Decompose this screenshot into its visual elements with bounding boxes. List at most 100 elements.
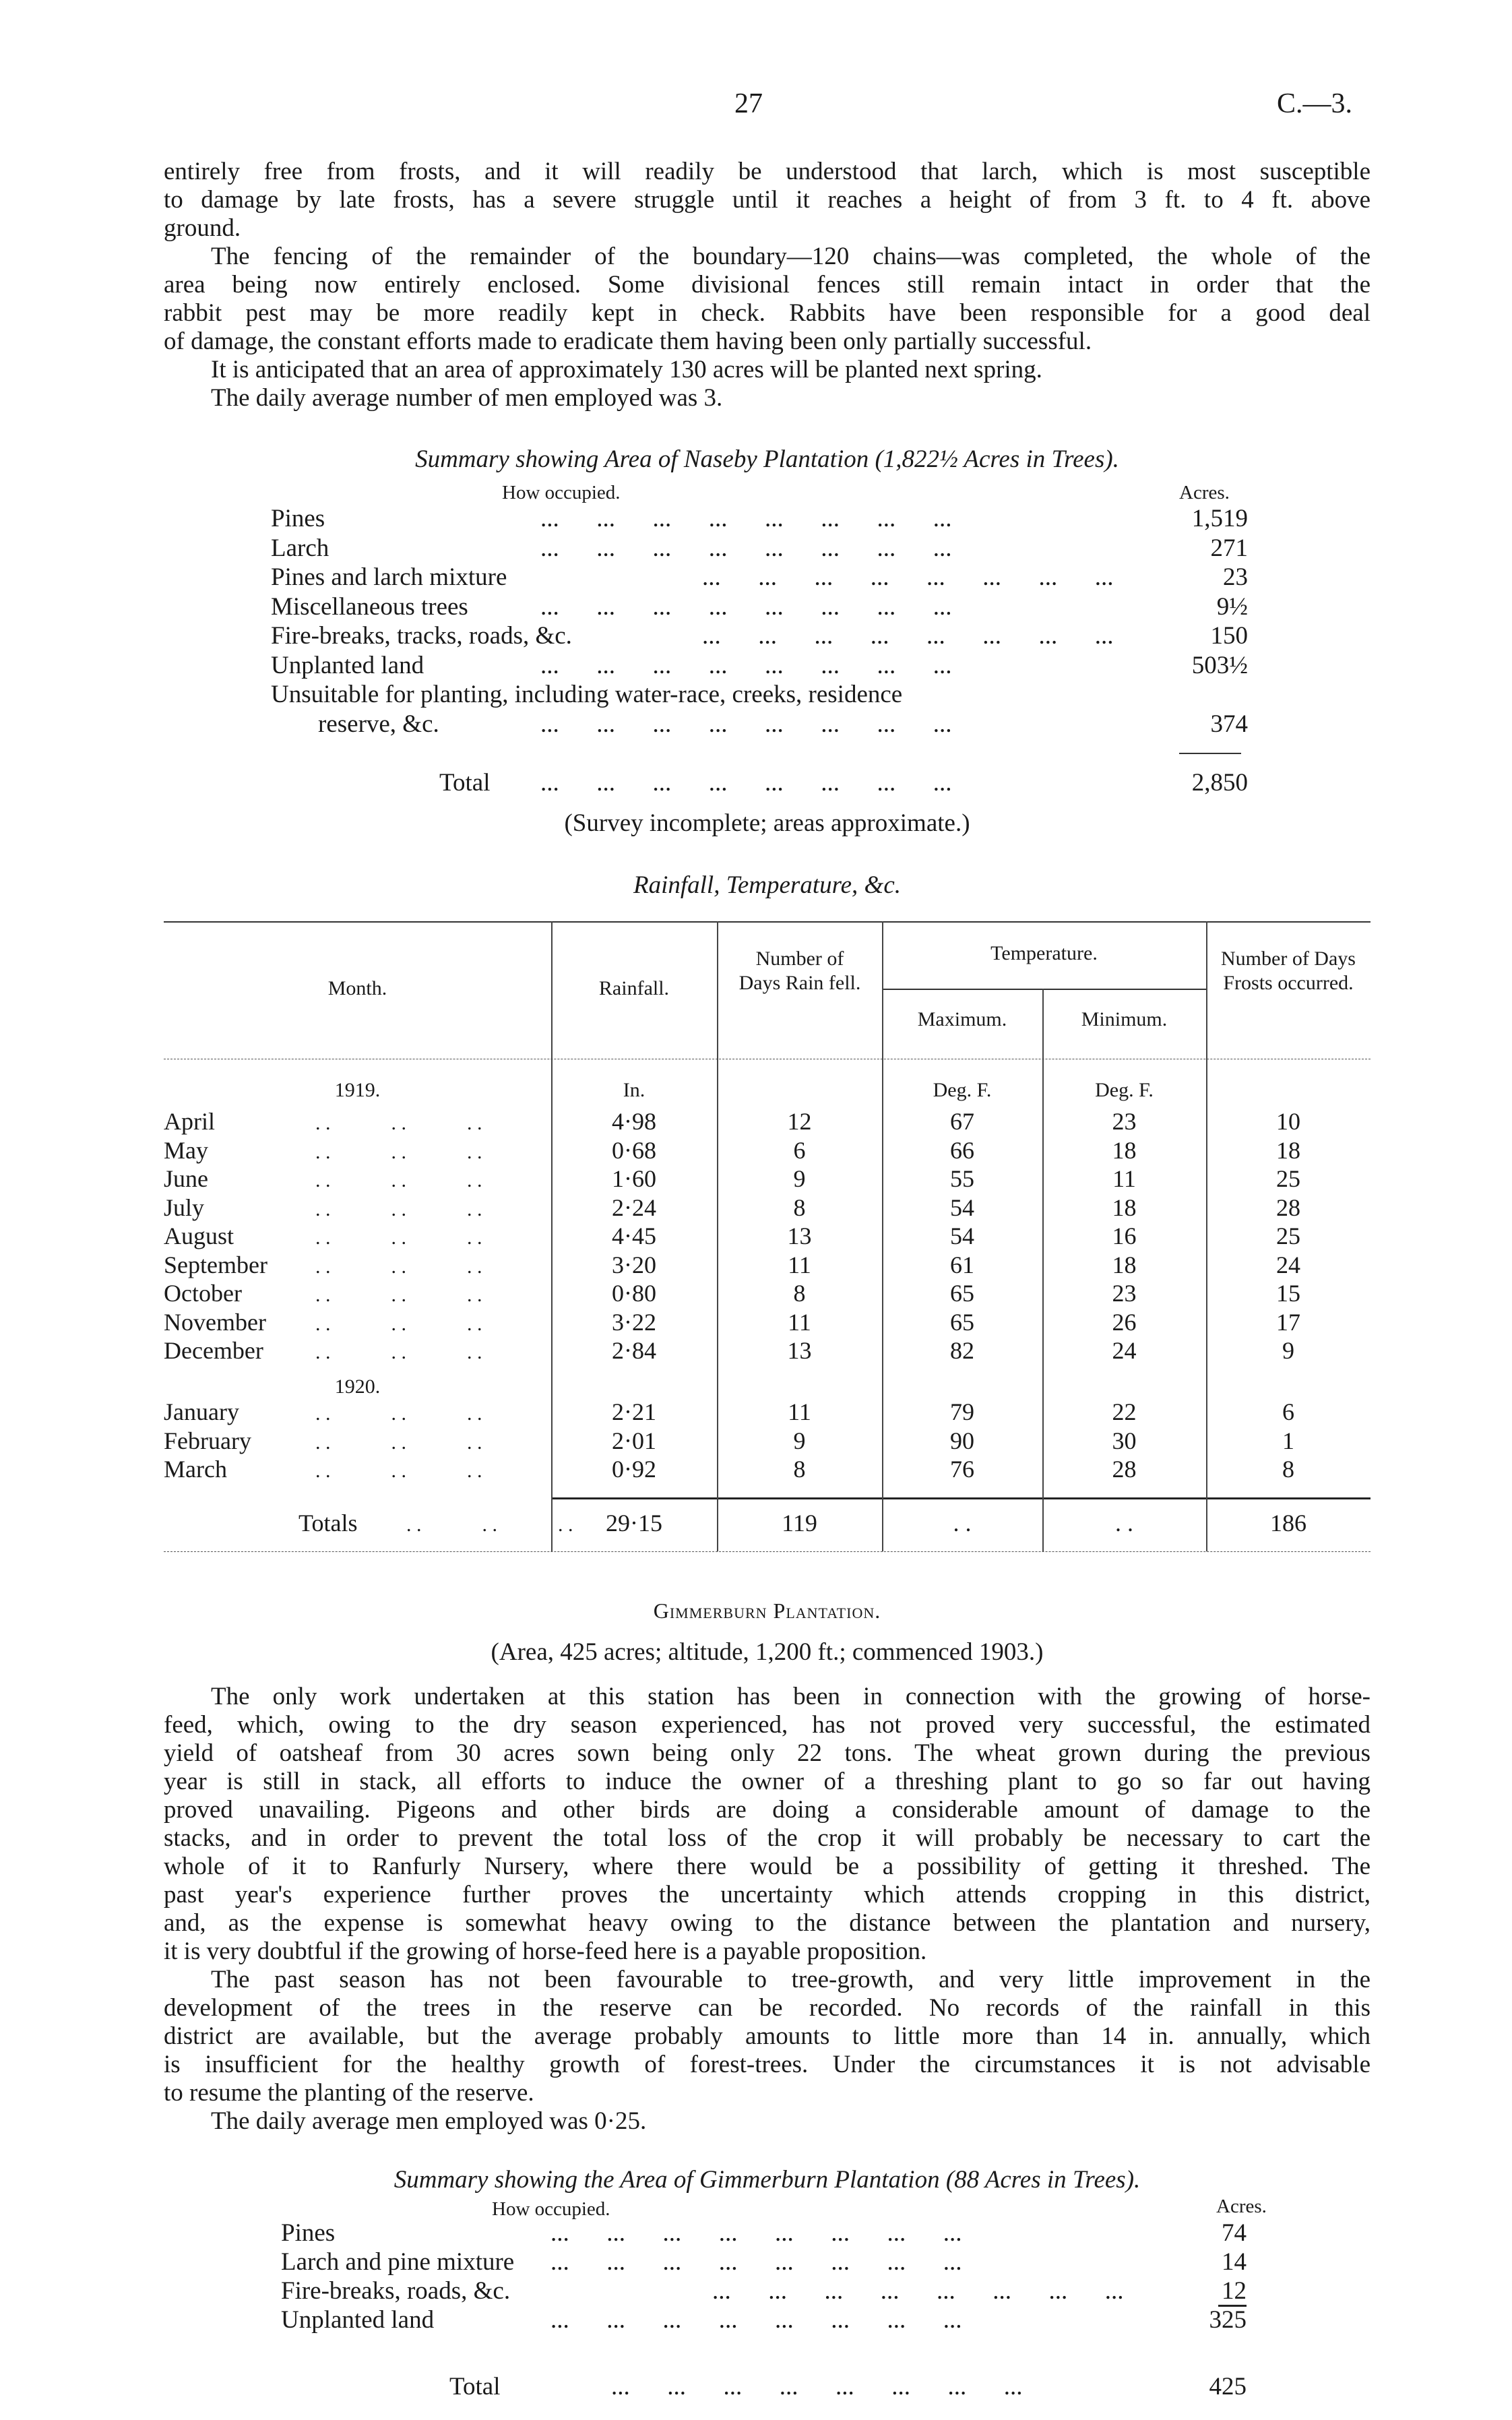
rainfall-table: Month. Rainfall. Number of Days Rain fel… [164,921,1371,1552]
max-cell: 79 [950,1398,974,1425]
summary-row-value: 14 [1222,2248,1247,2276]
summary-row-label: Pines [271,505,325,532]
max-cell: 76 [950,1456,974,1483]
month-cell: April [164,1108,215,1135]
totals-rainfall: 29·15 [606,1510,662,1537]
frost-cell: 8 [1282,1456,1294,1483]
min-cell: 30 [1112,1427,1137,1454]
frost-cell: 9 [1282,1337,1294,1364]
naseby-col-unit: Acres. [1179,482,1230,503]
dot-leader [315,1136,482,1167]
dot-leader [315,1398,482,1428]
total-rule [1179,753,1241,754]
total-label: Total [439,769,491,797]
totals-rule [551,1497,1371,1499]
text-line: The daily average number of men employed… [211,384,723,412]
summary-row: Larch 271 [271,534,1248,563]
dot-leader [315,1279,482,1309]
header-minimum: Minimum. [1081,1008,1168,1030]
summary-row-label: Pines [281,2219,336,2247]
summary-row-label: reserve, &c. [318,710,439,738]
dot-leader [540,592,952,621]
naseby-text: entirely free from frosts, and it will r… [164,158,1371,412]
days-cell: 8 [793,1193,806,1221]
text-line: of damage, the constant efforts made to … [164,328,1092,355]
gimmerburn-text: The only work undertaken at this station… [164,1683,1371,2136]
rainfall-cell: 2·01 [612,1427,656,1454]
unit-rainfall: In. [623,1079,645,1101]
max-cell: 54 [950,1193,974,1221]
days-cell: 13 [787,1222,812,1249]
summary-row-value: 374 [1210,710,1249,738]
max-cell: 54 [950,1222,974,1249]
text-line: district are available, but the average … [164,2022,1371,2050]
month-cell: March [164,1456,227,1483]
summary-row-label: Larch [271,534,329,562]
month-cell: February [164,1427,251,1454]
summary-row-value: 1,519 [1191,505,1248,532]
header-frost-days: Number of Days Frosts occurred. [1221,948,1356,994]
text-line: whole of it to Ranfurly Nursery, where t… [164,1853,1371,1880]
frost-cell: 10 [1276,1108,1300,1135]
naseby-total-row: Total 2,850 [271,768,1248,797]
dot-leader [315,1165,482,1195]
dot-leader [315,1455,482,1485]
days-cell: 11 [788,1398,811,1425]
year-label: 1919. [334,1079,381,1101]
min-cell: 23 [1112,1280,1137,1307]
table-top-rule [164,921,1371,923]
summary-row: Miscellaneous trees 9½ [271,592,1248,621]
table-row: January 2·21 11 79 22 6 [164,1398,1371,1426]
naseby-summary-title: Summary showing Area of Naseby Plantatio… [415,445,1119,473]
max-cell: 61 [950,1251,974,1278]
min-cell: 18 [1112,1193,1137,1221]
header-temperature: Temperature. [990,942,1098,964]
summary-row: Unplanted land 503½ [271,651,1248,680]
gimmerburn-subheading: (Area, 425 acres; altitude, 1,200 ft.; c… [491,1638,1044,1666]
summary-row-value: 325 [1209,2306,1247,2334]
naseby-summary-note: (Survey incomplete; areas approximate.) [564,809,970,837]
summary-row: Larch and pine mixture 14 [281,2247,1247,2276]
summary-row-label: Miscellaneous trees [271,592,468,621]
min-cell: 28 [1112,1456,1137,1483]
dot-leader [550,2247,962,2276]
table-row: November 3·22 11 65 26 17 [164,1308,1371,1336]
total-label: Total [449,2373,501,2400]
dot-leader [315,1308,482,1338]
days-cell: 8 [793,1456,806,1483]
min-cell: 22 [1112,1398,1137,1425]
summary-row: Pines 74 [281,2219,1247,2247]
page-number: 27 [734,88,763,119]
totals-label: Totals [298,1510,358,1537]
max-cell: 66 [950,1136,974,1164]
dot-leader [702,563,1114,592]
table-row: February 2·01 9 90 30 1 [164,1427,1371,1455]
rainfall-cell: 0·80 [612,1280,656,1307]
table-row: June 1·60 9 55 11 25 [164,1165,1371,1193]
max-cell: 65 [950,1308,974,1336]
frost-cell: 25 [1276,1222,1300,1249]
frost-cell: 24 [1276,1251,1300,1278]
frost-cell: 6 [1282,1398,1294,1425]
max-cell: 65 [950,1280,974,1307]
summary-row-label: Unplanted land [281,2306,435,2334]
summary-row-value: 150 [1210,622,1249,650]
rainfall-cell: 2·24 [612,1193,656,1221]
gimmerburn-col-label: How occupied. [492,2198,610,2220]
text-line: ground. [164,214,241,242]
dot-leader [315,1251,482,1281]
min-cell: 23 [1112,1108,1137,1135]
frost-cell: 25 [1276,1165,1300,1192]
summary-row: Unplanted land 325 [281,2305,1247,2334]
rainfall-cell: 2·21 [612,1398,656,1425]
header-month: Month. [327,977,387,999]
frost-cell: 17 [1276,1308,1300,1336]
days-cell: 9 [793,1427,806,1454]
summary-row: Fire-breaks, roads, &c. 12 [281,2276,1247,2305]
days-cell: 12 [787,1108,812,1135]
totals-row: Totals 29·15 119 . . . . 186 [164,1509,1371,1537]
text-line: The only work undertaken at this station… [211,1683,1371,1710]
text-line: to damage by late frosts, has a severe s… [164,186,1371,214]
rainfall-cell: 0·68 [612,1136,656,1164]
